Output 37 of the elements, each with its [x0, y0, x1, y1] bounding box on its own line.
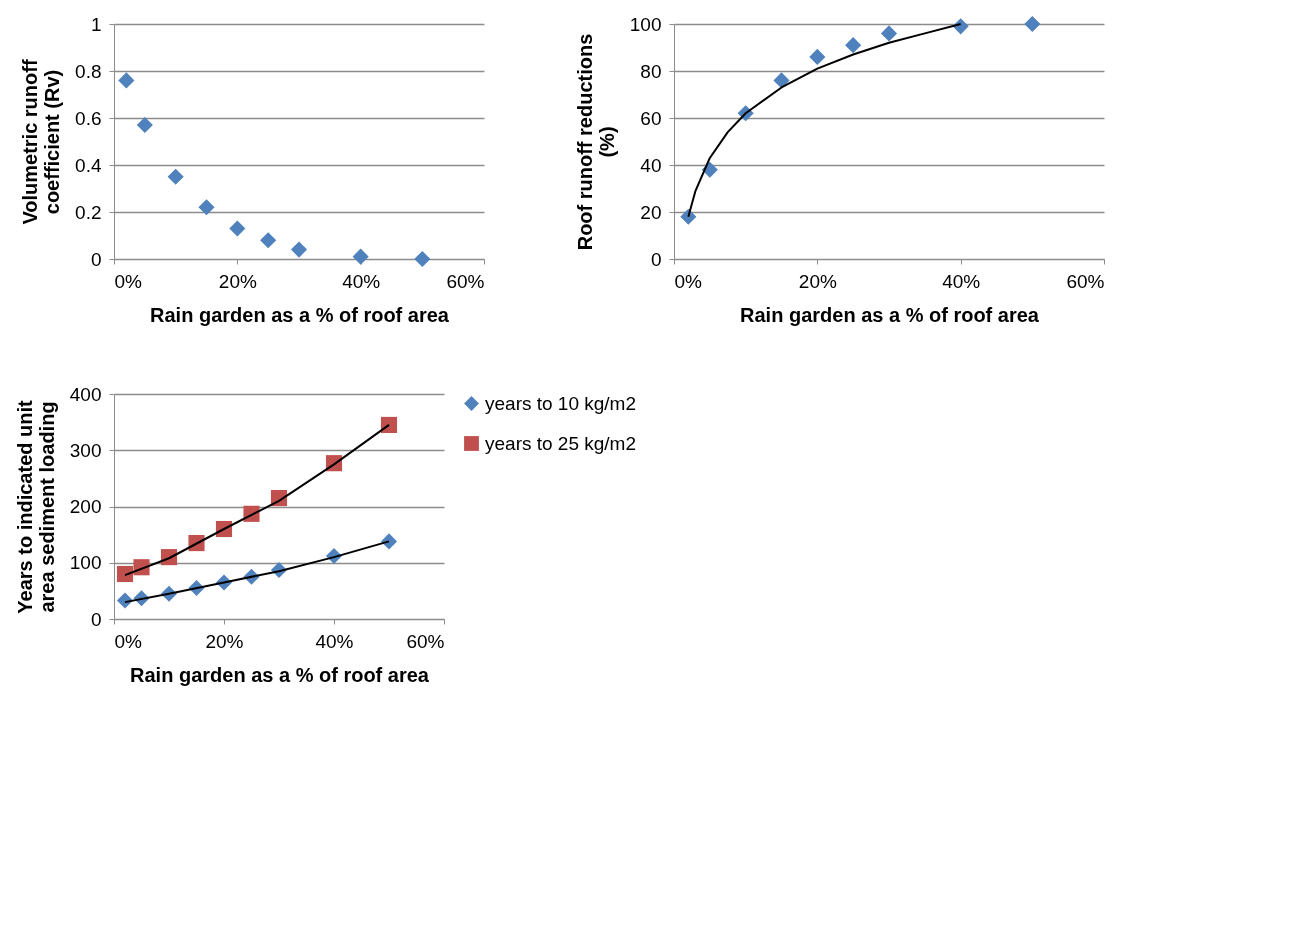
legend-label: years to 25 kg/m2: [485, 432, 637, 454]
y-tick-label: 0.4: [75, 154, 102, 176]
y-tick-label: 300: [69, 439, 102, 461]
y-tick-label: 400: [69, 383, 102, 405]
x-tick-label: 60%: [406, 630, 445, 652]
x-axis-title: Rain garden as a % of roof area: [150, 303, 450, 326]
x-tick-label: 20%: [798, 270, 837, 292]
y-tick-label: 200: [69, 496, 102, 517]
x-tick-label: 20%: [205, 630, 244, 652]
x-tick-label: 40%: [942, 270, 981, 292]
x-tick-label: 0%: [674, 270, 703, 292]
x-tick-label: 60%: [446, 270, 485, 292]
x-axis-title: Rain garden as a % of roof area: [130, 663, 430, 686]
y-tick-label: 0.2: [75, 201, 102, 223]
y-tick-label: 40: [640, 154, 662, 176]
y-tick-label: 1: [90, 13, 102, 35]
y-axis-title: Volumetric runoff coefficient (Rv): [19, 59, 64, 225]
y-tick-label: 0: [90, 248, 102, 270]
x-tick-label: 40%: [315, 630, 354, 652]
y-tick-label: 0: [650, 248, 662, 270]
x-axis-title: Rain garden as a % of roof area: [740, 303, 1040, 326]
x-tick-label: 40%: [342, 270, 381, 292]
x-tick-label: 60%: [1066, 270, 1105, 292]
x-tick-label: 0%: [114, 270, 143, 292]
y-tick-label: 0.6: [75, 107, 102, 129]
y-axis-title: Roof runoff reductions (%): [573, 33, 618, 251]
legend-label: years to 10 kg/m2: [485, 392, 637, 414]
y-tick-label: 0.8: [75, 60, 102, 82]
y-tick-label: 60: [640, 107, 662, 129]
x-tick-label: 20%: [218, 270, 257, 292]
y-tick-label: 20: [640, 201, 662, 223]
y-tick-label: 80: [640, 60, 662, 82]
y-tick-label: 100: [69, 552, 102, 574]
y-axis-title: Years to indicated unit area sediment loading: [13, 399, 58, 614]
y-tick-label: 0: [90, 608, 102, 630]
y-tick-label: 100: [629, 13, 662, 35]
x-tick-label: 0%: [114, 630, 143, 652]
